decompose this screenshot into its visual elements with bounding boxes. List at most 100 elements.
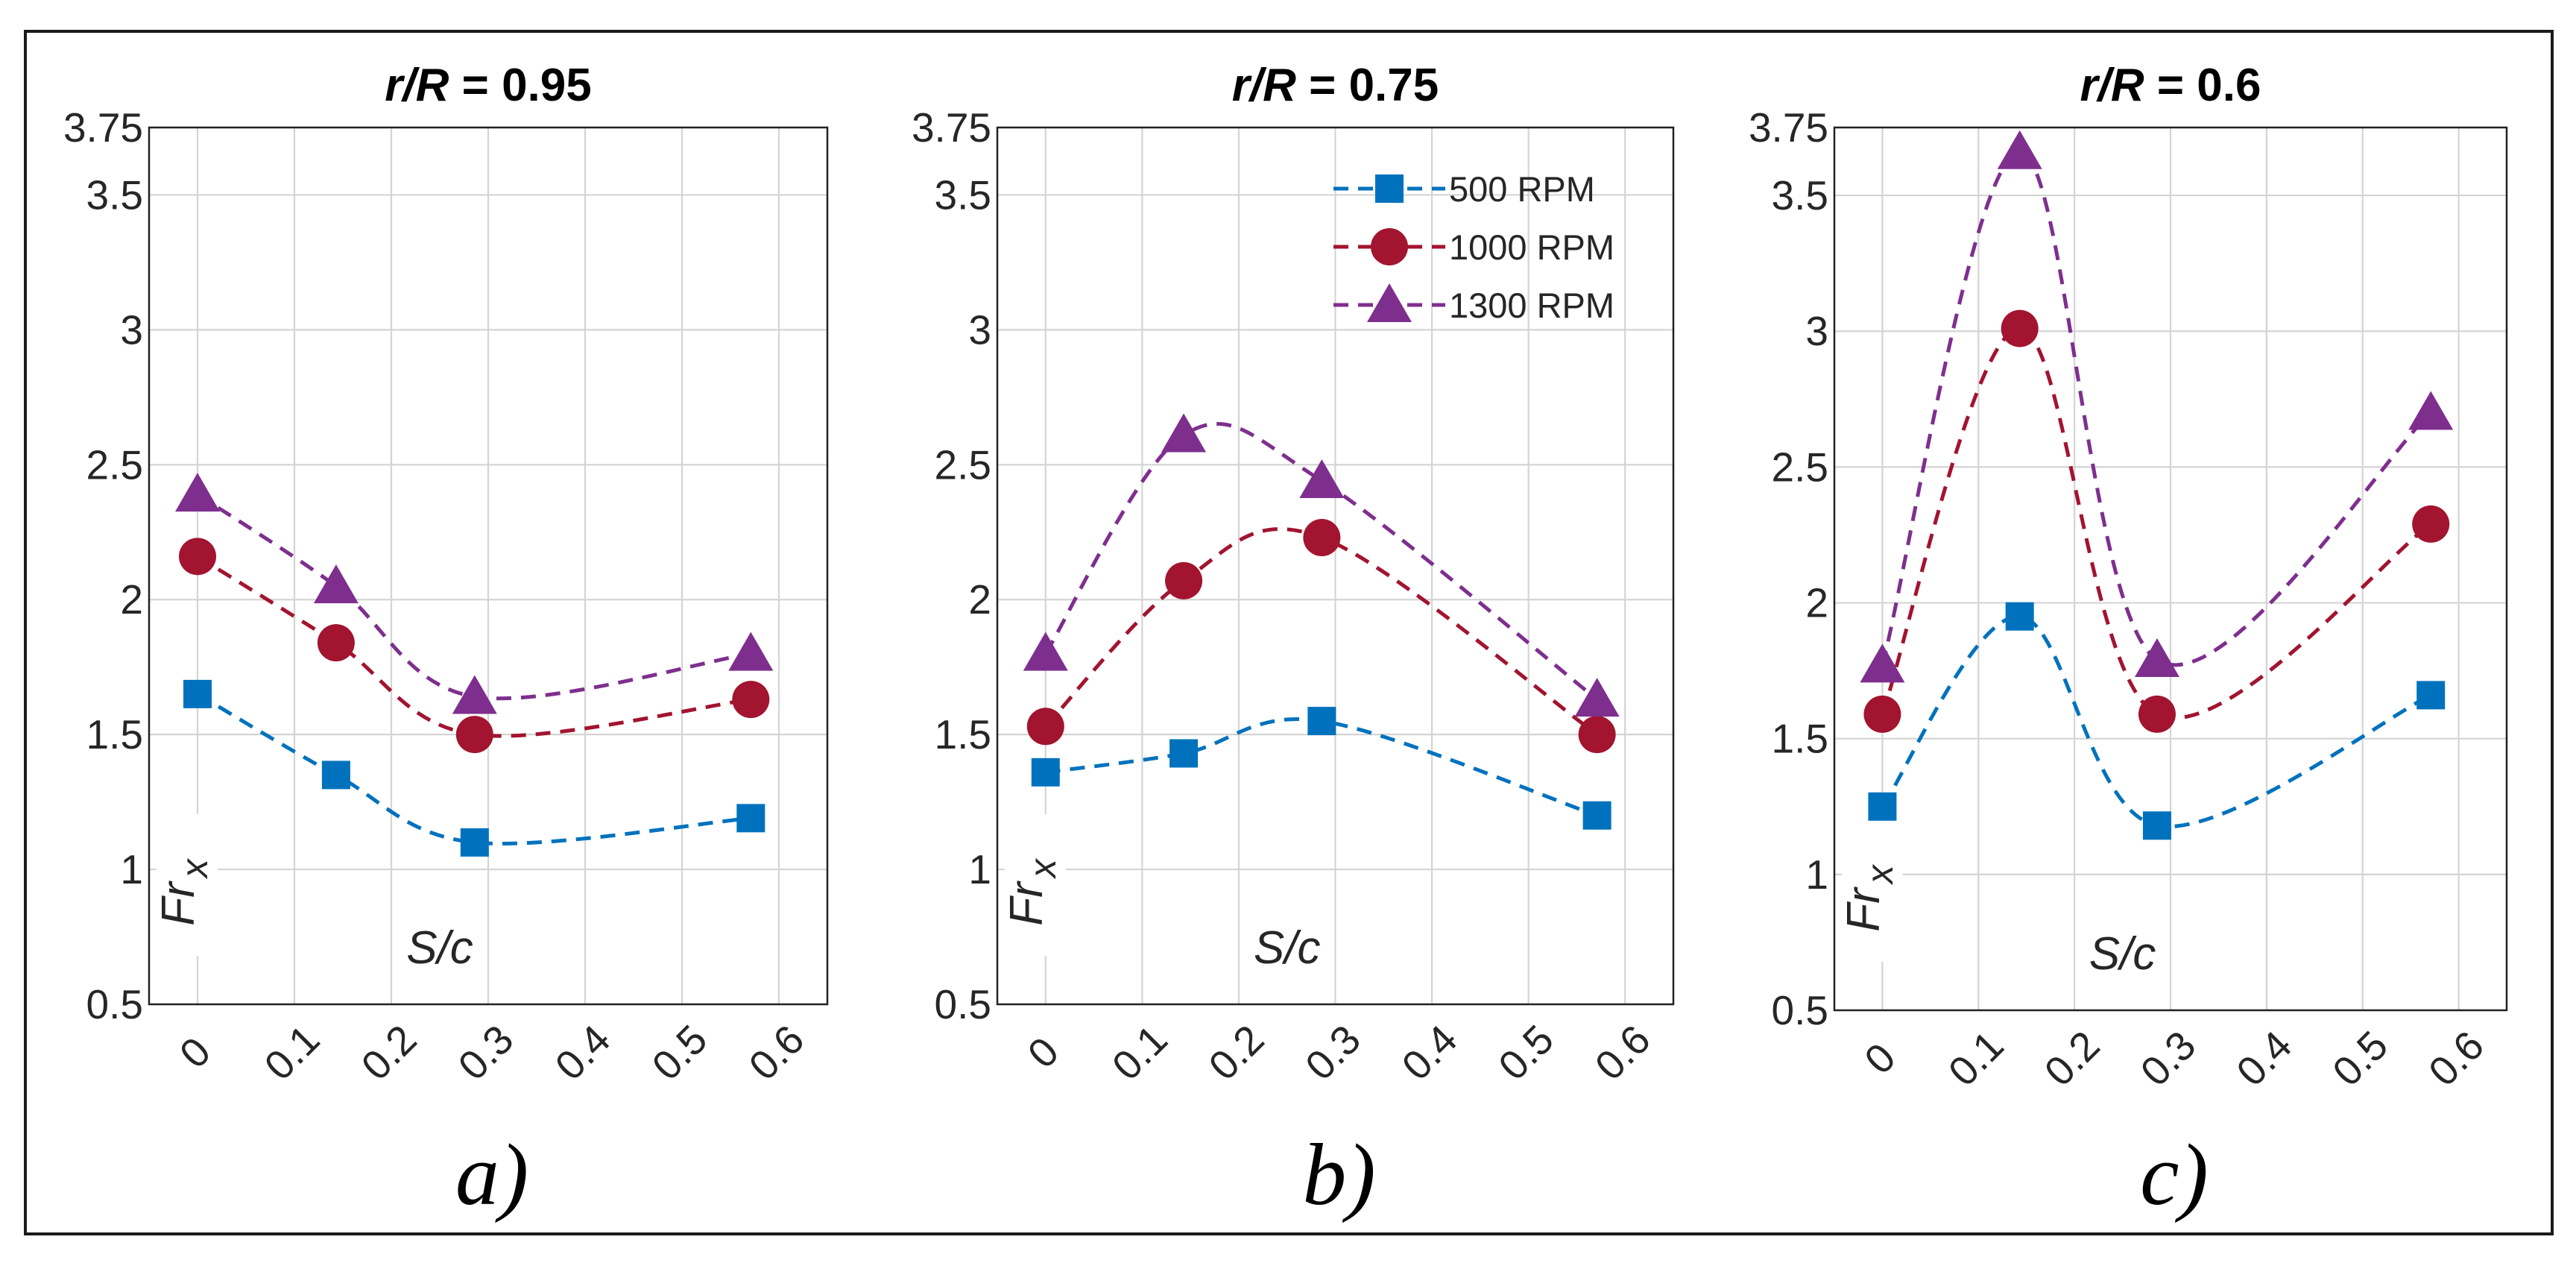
x-axis-label: S/c	[406, 922, 473, 974]
legend-label: 500 RPM	[1449, 169, 1595, 209]
x-tick-label: 0.5	[2323, 1022, 2396, 1095]
series-line	[196, 555, 751, 738]
legend: 500 RPM 1000 RPM 1300 RPM	[1333, 169, 1614, 325]
x-tick-label: 0.1	[1939, 1022, 2012, 1095]
axes-box	[148, 126, 829, 1006]
x-tick-label: 0.1	[1103, 1016, 1176, 1089]
series-1000-rpm	[179, 538, 770, 754]
data-point	[1026, 708, 1064, 746]
panel-title: r/R = 0.75	[1232, 60, 1439, 111]
y-label-background	[157, 814, 218, 956]
data-point	[732, 681, 770, 719]
series-line	[196, 493, 751, 701]
data-point	[317, 624, 355, 662]
x-tick-label: 0.5	[1489, 1016, 1562, 1089]
data-point	[1997, 130, 2042, 169]
data-point	[1582, 801, 1611, 830]
legend-marker	[1371, 228, 1408, 265]
y-tick-label: 1.5	[935, 711, 991, 758]
x-tick-label: 0.4	[546, 1016, 619, 1089]
y-axis-label: Frx	[153, 857, 215, 926]
data-point	[1307, 707, 1336, 736]
legend-marker	[1367, 283, 1412, 322]
y-tick-label: 1	[120, 846, 143, 892]
y-tick-label: 1	[968, 846, 991, 892]
x-axis-label: S/c	[2089, 928, 2156, 980]
data-point	[2005, 602, 2034, 631]
x-axis-label: S/c	[1254, 922, 1321, 974]
panel-title: r/R = 0.95	[385, 60, 591, 111]
y-tick-label: 0.5	[935, 981, 991, 1027]
axes-box	[996, 126, 1675, 1006]
y-label-background	[1842, 820, 1903, 962]
y-tick-label: 3	[1805, 308, 1828, 354]
data-point	[1023, 632, 1068, 671]
y-tick-label: 3.5	[1772, 172, 1828, 218]
series-1300-rpm	[1860, 130, 2454, 683]
data-point	[183, 679, 212, 708]
series-line	[1881, 614, 2432, 829]
data-point	[2142, 811, 2171, 840]
x-tick-label: 0.3	[449, 1016, 523, 1089]
data-point	[1860, 643, 1905, 683]
series-line	[1045, 717, 1598, 818]
y-tick-label: 2	[968, 576, 991, 623]
chart-panel-1: 0.5 1 1.5 2 2.5 3 3.5 3.75 0 0.1 0.2 0.3 0.4 0.5 0.6 r/…	[63, 60, 829, 1224]
series-1300-rpm	[1023, 413, 1620, 717]
data-point	[2138, 695, 2176, 733]
data-point	[2416, 681, 2446, 710]
data-point	[1574, 678, 1620, 717]
series-line	[1881, 150, 2432, 667]
x-tick-label: 0	[1019, 1028, 1067, 1077]
data-point	[2412, 505, 2450, 543]
series-500-rpm	[1868, 602, 2446, 840]
panels: 0.5 1 1.5 2 2.5 3 3.5 3.75 0 0.1 0.2 0.3 0.4 0.5 0.6 r/…	[63, 60, 2508, 1224]
series-line	[1044, 527, 1599, 737]
axes-box	[1833, 126, 2508, 1012]
legend-label: 1000 RPM	[1449, 227, 1614, 267]
panel-letter: a)	[455, 1126, 528, 1224]
panel-title: r/R = 0.6	[2080, 60, 2261, 111]
data-point	[1299, 459, 1345, 499]
y-tick-label: 0.5	[86, 981, 143, 1027]
grid-lines	[1834, 126, 2507, 1012]
data-point	[1161, 413, 1207, 453]
grid-lines	[149, 126, 827, 1006]
data-point	[460, 828, 489, 857]
x-tick-label: 0.2	[353, 1016, 426, 1089]
series-500-rpm	[1031, 707, 1611, 830]
y-tick-label: 2.5	[86, 441, 143, 488]
data-point	[455, 716, 493, 754]
y-tick-label: 0.5	[1772, 987, 1828, 1033]
series-line	[1044, 422, 1599, 702]
legend-marker	[1375, 174, 1404, 203]
series-1000-rpm	[1863, 309, 2450, 733]
y-tick-label: 3.75	[1749, 104, 1828, 151]
data-point	[736, 804, 765, 833]
x-tick-label: 0.6	[740, 1016, 813, 1089]
y-tick-label: 2.5	[935, 441, 991, 488]
chart-panel-3: 0.5 1 1.5 2 2.5 3 3.5 3.75 0 0.1 0.2 0.3 0.4 0.5 0.6 r/…	[1749, 60, 2508, 1224]
x-tick-label: 0.2	[2036, 1022, 2109, 1095]
panel-letter: b)	[1302, 1126, 1375, 1224]
x-tick-label: 0.1	[256, 1016, 329, 1089]
data-point	[313, 564, 359, 604]
x-tick-label: 0.3	[1296, 1016, 1369, 1089]
y-tick-label: 2.5	[1772, 444, 1828, 490]
x-tick-label: 0.6	[2419, 1022, 2493, 1095]
y-tick-label: 2	[120, 576, 143, 623]
data-point	[452, 675, 497, 714]
data-point	[1303, 519, 1341, 557]
data-point	[1868, 792, 1897, 821]
data-point	[2134, 638, 2179, 678]
series-500-rpm	[183, 679, 765, 857]
y-tick-label: 3.75	[912, 104, 991, 151]
x-tick-label: 0.6	[1586, 1016, 1659, 1089]
data-point	[175, 473, 220, 512]
x-tick-label: 0.4	[1393, 1016, 1466, 1089]
data-point	[1863, 695, 1901, 733]
x-tick-label: 0	[1855, 1034, 1904, 1083]
y-tick-label: 1.5	[86, 711, 143, 758]
figure-border	[24, 30, 2554, 1235]
